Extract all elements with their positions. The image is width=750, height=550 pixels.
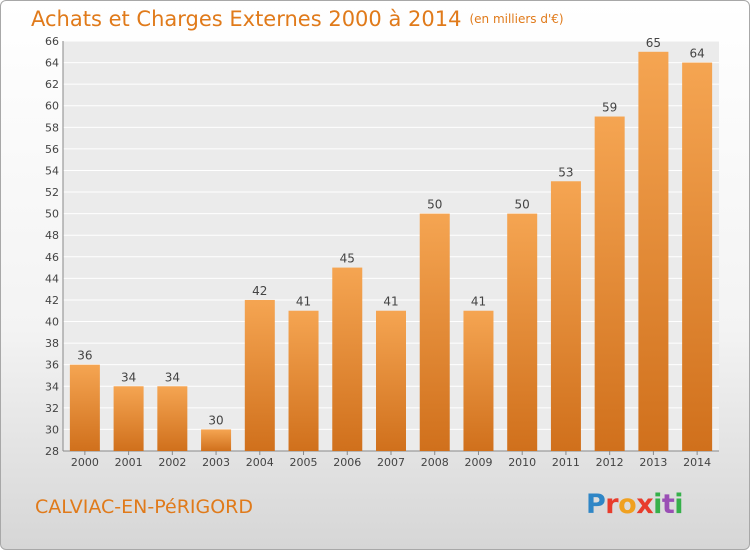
y-tick-label: 54 <box>45 164 59 177</box>
y-tick-label: 48 <box>45 229 59 242</box>
value-label: 45 <box>340 252 355 266</box>
value-label: 36 <box>77 349 92 363</box>
x-tick-label: 2007 <box>377 456 405 469</box>
y-tick-label: 32 <box>45 402 59 415</box>
x-tick-label: 2005 <box>290 456 318 469</box>
x-tick-label: 2009 <box>464 456 492 469</box>
x-tick-label: 2012 <box>596 456 624 469</box>
bar <box>69 364 100 451</box>
bar <box>682 62 713 451</box>
y-tick-label: 40 <box>45 316 59 329</box>
x-tick-label: 2014 <box>683 456 711 469</box>
bar <box>507 213 538 451</box>
value-label: 34 <box>121 370 136 384</box>
value-label: 41 <box>383 295 398 309</box>
value-label: 50 <box>515 198 530 212</box>
bar <box>376 310 406 451</box>
value-label: 41 <box>471 295 486 309</box>
value-label: 50 <box>427 198 442 212</box>
logo-letter: x <box>636 489 654 520</box>
logo-letter: i <box>653 489 662 520</box>
bar <box>113 386 144 451</box>
value-label: 53 <box>558 165 573 179</box>
bar <box>419 213 450 451</box>
x-tick-label: 2001 <box>115 456 143 469</box>
bar <box>550 181 581 451</box>
x-tick-label: 2003 <box>202 456 230 469</box>
bar <box>463 310 494 451</box>
x-tick-label: 2000 <box>71 456 99 469</box>
value-label: 59 <box>602 101 617 115</box>
y-tick-label: 56 <box>45 143 59 156</box>
y-tick-label: 42 <box>45 294 59 307</box>
value-label: 65 <box>646 36 661 50</box>
commune-name: CALVIAC-EN-PéRIGORD <box>35 496 254 518</box>
y-tick-label: 28 <box>45 445 59 458</box>
bar <box>594 116 625 452</box>
x-tick-label: 2002 <box>158 456 186 469</box>
x-tick-label: 2006 <box>333 456 361 469</box>
proxiti-logo: Proxiti <box>586 489 684 520</box>
y-tick-label: 62 <box>45 78 59 91</box>
y-tick-label: 50 <box>45 208 59 221</box>
y-tick-label: 30 <box>45 423 59 436</box>
x-tick-label: 2013 <box>639 456 667 469</box>
value-label: 34 <box>165 370 180 384</box>
chart-unit: (en milliers d'€) <box>469 12 564 26</box>
y-tick-label: 66 <box>45 35 59 48</box>
y-tick-label: 52 <box>45 186 59 199</box>
y-tick-label: 46 <box>45 251 59 264</box>
bar <box>638 51 669 451</box>
y-tick-label: 36 <box>45 359 59 372</box>
x-tick-label: 2008 <box>421 456 449 469</box>
value-label: 30 <box>208 413 223 427</box>
chart-title-text: Achats et Charges Externes 2000 à 2014 <box>31 7 462 31</box>
bar <box>332 267 363 451</box>
y-tick-label: 44 <box>45 272 59 285</box>
y-tick-label: 64 <box>45 57 59 70</box>
logo-letter: t <box>661 489 675 520</box>
logo-letter: r <box>605 489 619 520</box>
bar <box>244 299 275 451</box>
x-tick-label: 2011 <box>552 456 580 469</box>
value-label: 64 <box>689 47 704 61</box>
y-tick-label: 38 <box>45 337 59 350</box>
bar <box>201 429 232 451</box>
bar <box>288 310 319 451</box>
chart-title: Achats et Charges Externes 2000 à 2014 (e… <box>31 7 564 31</box>
logo-letter: P <box>586 489 606 520</box>
y-tick-label: 34 <box>45 380 59 393</box>
logo-letter: i <box>674 489 684 520</box>
x-tick-label: 2004 <box>246 456 274 469</box>
value-label: 41 <box>296 295 311 309</box>
y-tick-label: 60 <box>45 100 59 113</box>
logo-letter: o <box>618 489 637 520</box>
x-tick-label: 2010 <box>508 456 536 469</box>
value-label: 42 <box>252 284 267 298</box>
y-tick-label: 58 <box>45 121 59 134</box>
bar <box>157 386 188 451</box>
